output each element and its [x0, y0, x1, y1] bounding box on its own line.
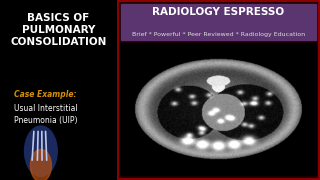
Text: Usual Interstitial
Pneumonia (UIP): Usual Interstitial Pneumonia (UIP) — [14, 104, 78, 125]
Text: RADIOLOGY ESPRESSO: RADIOLOGY ESPRESSO — [152, 7, 284, 17]
Bar — [121, 4, 316, 40]
Circle shape — [30, 149, 52, 180]
Text: Case Example:: Case Example: — [14, 90, 76, 99]
Text: BASICS OF
PULMONARY
CONSOLIDATION: BASICS OF PULMONARY CONSOLIDATION — [10, 13, 107, 47]
Text: Brief * Powerful * Peer Reviewed * Radiology Education: Brief * Powerful * Peer Reviewed * Radio… — [132, 32, 305, 37]
Circle shape — [25, 126, 57, 176]
